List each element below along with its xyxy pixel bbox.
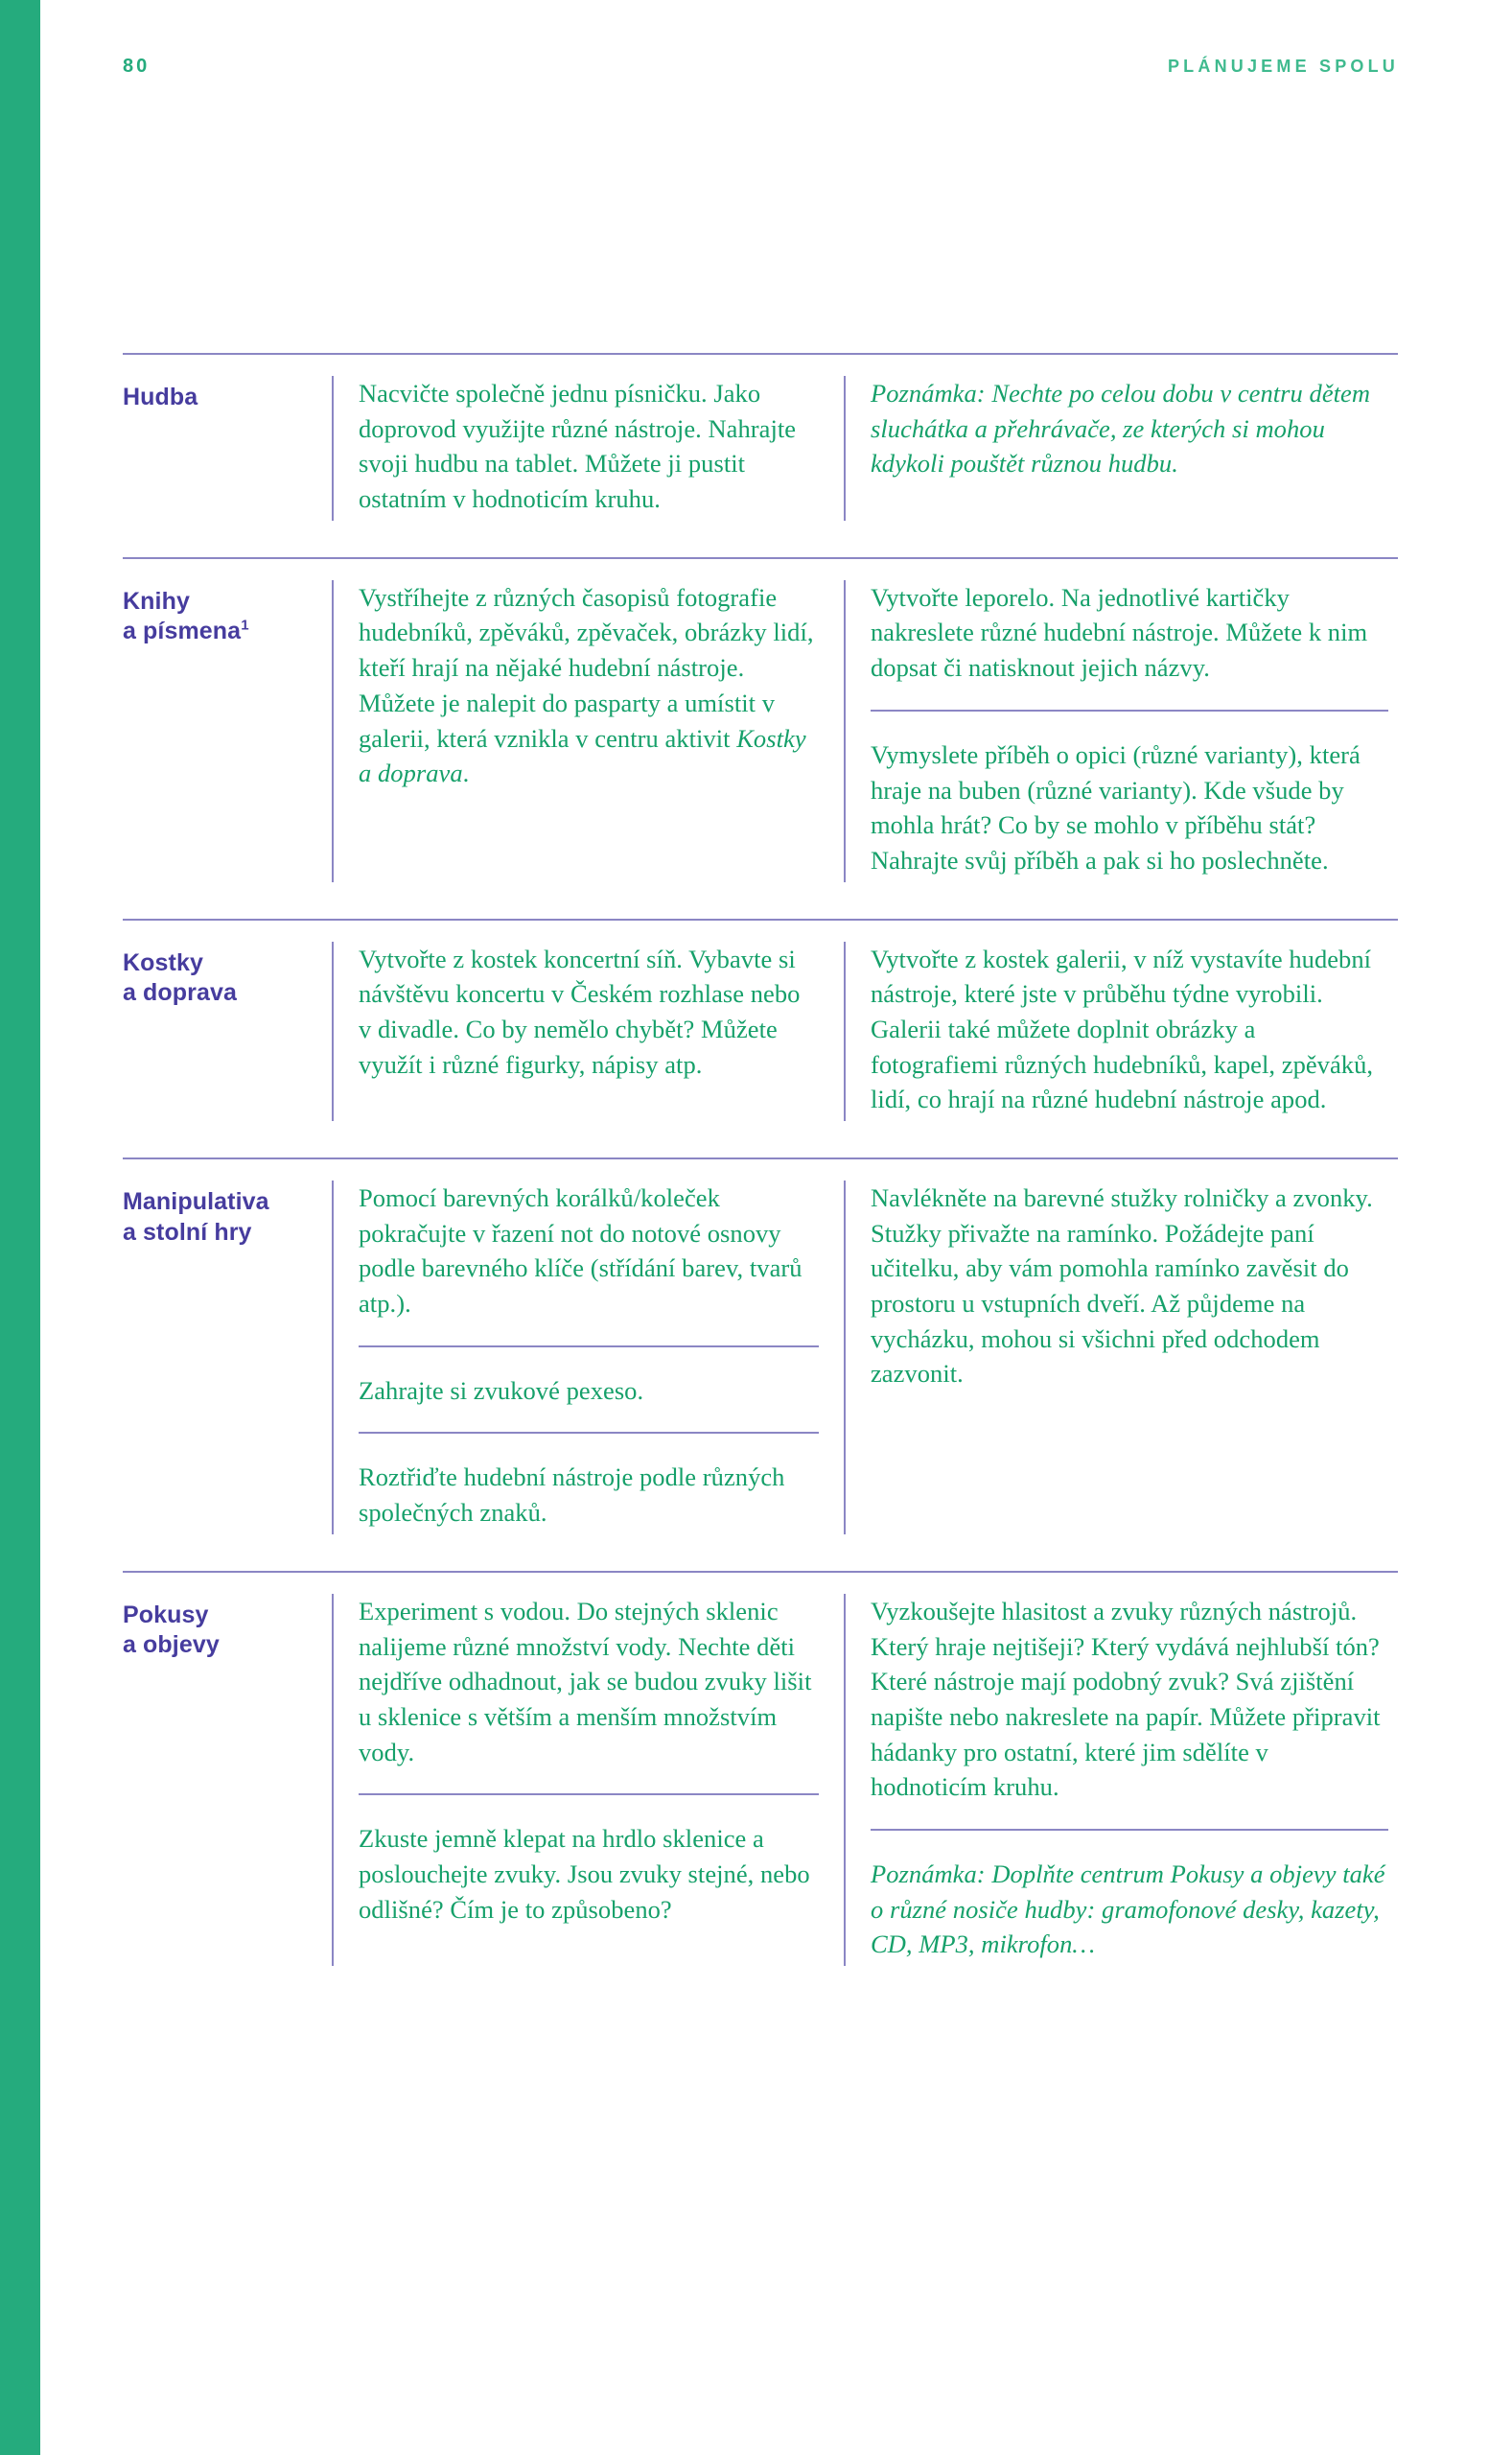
body-paragraph: Roztřiďte hudební nástroje podle různých… bbox=[359, 1432, 819, 1530]
table-row: Kostky a doprava Vytvořte z kostek koncer… bbox=[123, 918, 1398, 1157]
note-paragraph: Poznámka: Nechte po celou dobu v centru … bbox=[871, 379, 1371, 479]
body-paragraph: Experiment s vodou. Do stejných sklenic … bbox=[359, 1596, 812, 1766]
row-label-line-1: Manipulativa bbox=[123, 1188, 269, 1215]
row-body-cell: Experiment s vodou. Do stejných sklenic … bbox=[332, 1593, 844, 1966]
note-paragraph: Navlékněte na barevné stužky rolničky a … bbox=[871, 1183, 1373, 1389]
row-label-line-2: a stolní hry bbox=[123, 1218, 252, 1246]
row-label-cell: Manipulativa a stolní hry bbox=[123, 1181, 332, 1534]
page-number: 80 bbox=[123, 55, 151, 77]
body-paragraph: Zkuste jemně klepat na hrdlo sklenice a … bbox=[359, 1793, 819, 1927]
row-note-cell: Navlékněte na barevné stužky rolničky a … bbox=[844, 1181, 1398, 1534]
body-paragraph: Zahrajte si zvukové pexeso. bbox=[359, 1344, 819, 1409]
row-body-cell: Pomocí barevných korálků/koleček pokraču… bbox=[332, 1181, 844, 1534]
note-paragraph: Vytvořte leporelo. Na jednotlivé kartičk… bbox=[871, 582, 1368, 683]
row-body-cell: Nacvičte společně jednu písničku. Jako d… bbox=[332, 376, 844, 521]
row-label: Kostky a doprava bbox=[123, 948, 316, 1009]
table-row: Pokusy a objevy Experiment s vodou. Do st… bbox=[123, 1570, 1398, 2002]
table-row: Manipulativa a stolní hry Pomocí barevnýc… bbox=[123, 1157, 1398, 1571]
note-paragraph: Vyzkoušejte hlasitost a zvuky různých ná… bbox=[871, 1596, 1381, 1802]
table-row: Knihy a písmena1 Vystříhejte z různých ča… bbox=[123, 556, 1398, 919]
note-paragraph: Vytvořte z kostek galerii, v níž vystaví… bbox=[871, 944, 1374, 1114]
table-row: Hudba Nacvičte společně jednu písničku. … bbox=[123, 353, 1398, 557]
row-label-text: Hudba bbox=[123, 384, 198, 410]
note-paragraph: Poznámka: Doplňte centrum Pokusy a objev… bbox=[871, 1828, 1388, 1962]
row-note-cell: Poznámka: Nechte po celou dobu v centru … bbox=[844, 376, 1398, 521]
row-label-line-1: Knihy bbox=[123, 587, 190, 615]
row-label: Manipulativa a stolní hry bbox=[123, 1187, 316, 1248]
left-edge-bar bbox=[0, 0, 40, 2455]
row-note-cell: Vyzkoušejte hlasitost a zvuky různých ná… bbox=[844, 1593, 1398, 1966]
running-head: 80 PLÁNUJEME SPOLU bbox=[123, 53, 1399, 80]
cross-reference: Kostky a doprava bbox=[359, 723, 806, 788]
row-label-line-1: Kostky bbox=[123, 948, 203, 976]
row-label-line-2: a doprava bbox=[123, 979, 238, 1007]
row-body-cell: Vytvořte z kostek koncertní síň. Vybavte… bbox=[332, 941, 844, 1121]
row-label-cell: Kostky a doprava bbox=[123, 942, 332, 1121]
row-note-cell: Vytvořte leporelo. Na jednotlivé kartičk… bbox=[844, 579, 1398, 882]
row-note-cell: Vytvořte z kostek galerii, v níž vystaví… bbox=[844, 941, 1398, 1121]
section-title: PLÁNUJEME SPOLU bbox=[1167, 56, 1399, 76]
row-label: Knihy a písmena1 bbox=[123, 587, 316, 647]
note-paragraph: Vymyslete příběh o opici (různé varianty… bbox=[871, 709, 1388, 878]
activity-centers-table: Hudba Nacvičte společně jednu písničku. … bbox=[123, 353, 1398, 2002]
body-paragraph: Vytvořte z kostek koncertní síň. Vybavte… bbox=[359, 944, 801, 1079]
body-paragraph: Vystříhejte z různých časopisů fotografi… bbox=[359, 582, 814, 788]
row-label-line-2: a objevy bbox=[123, 1631, 220, 1659]
row-label-cell: Hudba bbox=[123, 376, 332, 521]
row-label-cell: Pokusy a objevy bbox=[123, 1594, 332, 1966]
row-label-footnote-marker: 1 bbox=[241, 617, 249, 634]
row-label-line-1: Pokusy bbox=[123, 1601, 209, 1628]
row-label: Hudba bbox=[123, 383, 316, 413]
body-paragraph: Pomocí barevných korálků/koleček pokraču… bbox=[359, 1183, 803, 1319]
body-paragraph: Nacvičte společně jednu písničku. Jako d… bbox=[359, 379, 797, 514]
row-label: Pokusy a objevy bbox=[123, 1601, 316, 1661]
row-label-line-2: a písmena bbox=[123, 618, 242, 645]
row-body-cell: Vystříhejte z různých časopisů fotografi… bbox=[332, 579, 844, 882]
row-label-cell: Knihy a písmena1 bbox=[123, 580, 332, 882]
